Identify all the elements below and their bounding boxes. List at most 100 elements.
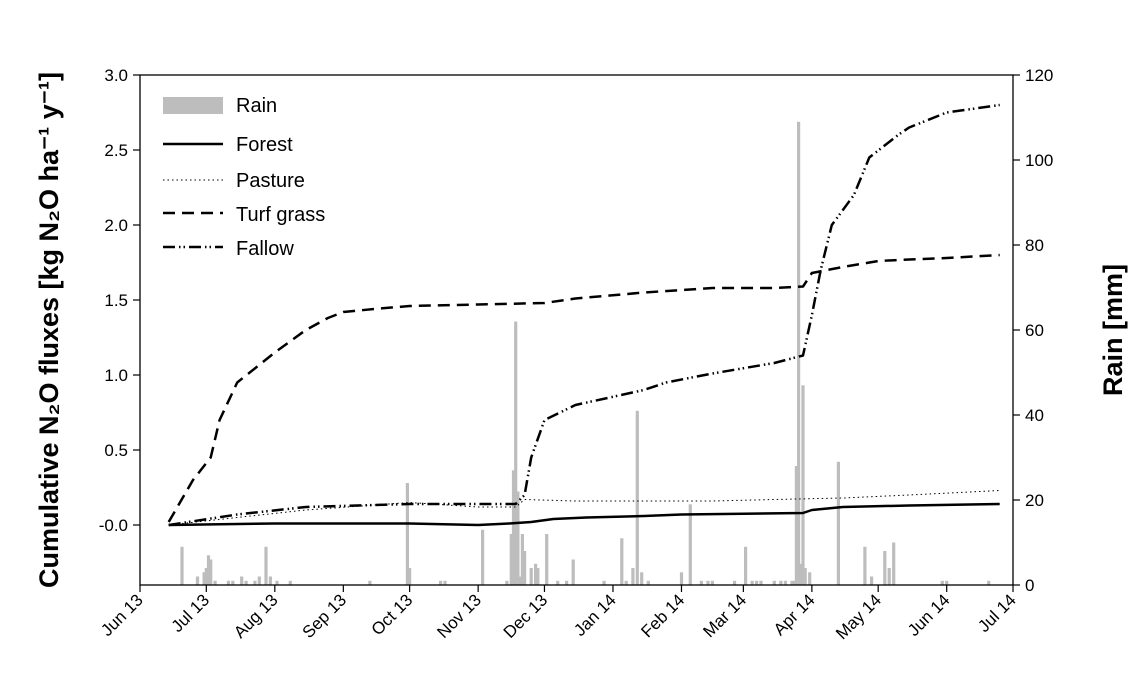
rain-bar xyxy=(755,580,759,586)
rain-bar xyxy=(624,580,628,586)
rain-bar xyxy=(750,580,754,586)
rain-bar xyxy=(545,534,549,585)
rain-bar xyxy=(892,542,896,585)
rain-bar xyxy=(744,546,748,586)
rain-bar xyxy=(783,580,787,586)
rain-bar xyxy=(556,580,560,586)
rain-bar xyxy=(679,572,684,586)
rain-bar xyxy=(620,538,624,586)
rain-bar xyxy=(536,568,540,585)
rain-bar xyxy=(646,580,650,586)
rain-bar xyxy=(288,580,292,586)
rain-bar xyxy=(523,551,527,585)
rain-bar xyxy=(565,580,569,586)
rain-bar xyxy=(514,321,518,585)
y-right-tick-label: 0 xyxy=(1025,576,1034,595)
y-right-tick-label: 120 xyxy=(1025,66,1053,85)
x-tick-label: Jun 13 xyxy=(97,590,147,640)
rain-bar xyxy=(863,546,867,586)
x-tick-label: Aug 13 xyxy=(230,590,282,642)
rain-bar xyxy=(443,580,447,586)
legend-label-turf-grass: Turf grass xyxy=(236,204,325,226)
rain-bar xyxy=(706,580,710,586)
rain-bar xyxy=(213,580,217,586)
series-line-forest xyxy=(168,502,1000,527)
rain-bar xyxy=(732,580,737,586)
rain-bar xyxy=(792,580,796,586)
series-line-pasture xyxy=(168,490,1000,526)
series-line-turf-grass xyxy=(167,253,1000,523)
rain-bar xyxy=(509,534,513,585)
y-right-tick-label: 20 xyxy=(1025,491,1044,510)
rain-bar xyxy=(688,504,692,586)
legend-label-rain: Rain xyxy=(236,95,277,117)
rain-bar xyxy=(226,580,230,586)
y-axis-title-left: Cumulative N₂O fluxes [kg N₂O ha⁻¹ y⁻¹] xyxy=(34,72,64,588)
x-tick-label: Mar 14 xyxy=(699,590,750,641)
rain-bar xyxy=(571,559,575,585)
rain-bar xyxy=(275,580,279,586)
legend-label-fallow: Fallow xyxy=(236,238,294,260)
rain-bar xyxy=(244,580,248,586)
y-left-tick-label: 0.5 xyxy=(104,441,128,460)
x-tick-label: Jun 14 xyxy=(904,590,954,640)
y-right-tick-label: 40 xyxy=(1025,406,1044,425)
y-right-tick-label: 60 xyxy=(1025,321,1044,340)
rain-bar xyxy=(803,568,807,585)
rain-bar xyxy=(268,576,272,585)
y-left-tick-label: 2.0 xyxy=(104,216,128,235)
rain-bar xyxy=(405,483,409,585)
series-line-fallow xyxy=(168,103,1000,527)
rain-bars xyxy=(180,121,991,586)
y-right-tick-label: 100 xyxy=(1025,151,1053,170)
rain-bar xyxy=(870,576,874,585)
y-left-tick-label: 1.5 xyxy=(104,291,128,310)
rain-bar xyxy=(408,568,412,585)
rain-bar xyxy=(534,563,538,586)
x-tick-label: May 14 xyxy=(832,590,885,643)
y-left-tick-label: 1.0 xyxy=(104,366,128,385)
rain-bar xyxy=(257,576,261,585)
rain-bar xyxy=(635,410,639,586)
rain-bar xyxy=(699,580,703,586)
y-axis-title-right: Rain [mm] xyxy=(1098,264,1128,396)
rain-bar xyxy=(887,568,891,585)
rain-bar xyxy=(797,121,801,586)
rain-bar xyxy=(772,580,776,586)
legend-swatch-rain xyxy=(163,97,223,114)
rain-bar xyxy=(790,580,794,586)
rain-bar xyxy=(801,385,805,586)
rain-bar xyxy=(529,568,533,585)
x-tick-label: Apr 14 xyxy=(770,590,819,639)
x-tick-label: Sep 13 xyxy=(299,590,351,642)
rain-bar xyxy=(640,572,644,586)
legend: Rain Forest Pasture Turf grass Fallow xyxy=(163,95,325,260)
x-tick-label: Feb 14 xyxy=(637,590,688,641)
series-lines xyxy=(167,103,1000,527)
rain-bar xyxy=(206,555,211,586)
rain-bar xyxy=(987,580,991,586)
rain-bar xyxy=(520,534,524,585)
rain-bar xyxy=(195,576,200,585)
rain-bar xyxy=(631,568,635,585)
rain-bar xyxy=(253,580,257,586)
rain-bar xyxy=(759,580,763,586)
y-left-tick-label: 3.0 xyxy=(104,66,128,85)
rain-bar xyxy=(240,576,244,585)
x-tick-label: Dec 13 xyxy=(500,590,552,642)
rain-bar xyxy=(180,546,184,586)
y-left-tick-label: -0.0 xyxy=(99,516,128,535)
rain-bar xyxy=(202,572,206,586)
rain-bar xyxy=(264,546,268,586)
rain-bar xyxy=(836,461,840,586)
rain-bar xyxy=(368,580,372,586)
rain-bar xyxy=(204,568,208,585)
rain-bar xyxy=(779,580,783,586)
y-right-tick-label: 80 xyxy=(1025,236,1044,255)
rain-bar xyxy=(518,576,522,585)
rain-bar xyxy=(231,580,235,586)
x-tick-label: Jul 14 xyxy=(974,590,1020,636)
rain-bar xyxy=(794,466,798,585)
rain-bar xyxy=(602,580,606,586)
rain-bar xyxy=(209,559,213,585)
